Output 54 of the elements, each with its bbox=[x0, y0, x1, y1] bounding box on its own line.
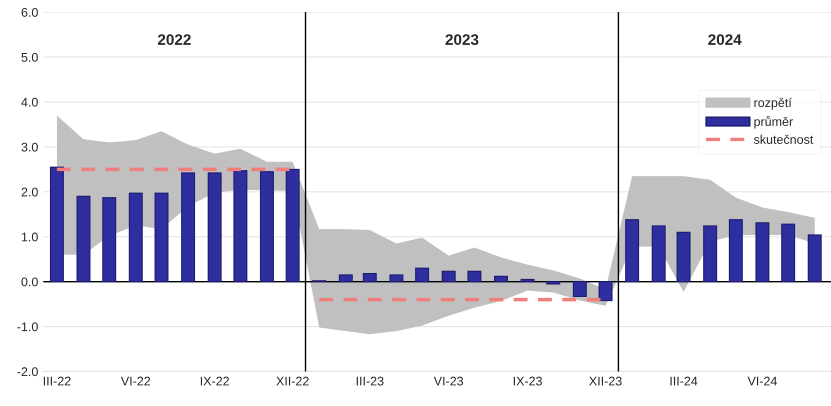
bar bbox=[781, 224, 796, 282]
x-tick-label: IX-23 bbox=[514, 376, 542, 386]
bar bbox=[128, 192, 143, 282]
bar bbox=[625, 219, 640, 282]
x-tick-label: XII-23 bbox=[589, 376, 622, 386]
bar bbox=[652, 225, 666, 282]
bar bbox=[260, 171, 274, 282]
y-tick-label: -1.0 bbox=[17, 322, 38, 332]
x-tick-label: VI-24 bbox=[748, 376, 777, 386]
bar bbox=[598, 281, 613, 302]
bar bbox=[442, 270, 456, 282]
legend-label: rozpětí bbox=[754, 98, 792, 110]
bar bbox=[233, 170, 248, 282]
y-tick-label: 2.0 bbox=[22, 188, 38, 196]
legend-label: skutečnost bbox=[754, 134, 814, 144]
x-tick-label: VI-22 bbox=[120, 376, 150, 386]
legend-label: průměr bbox=[754, 116, 793, 129]
bar bbox=[676, 232, 691, 282]
y-tick-label: 0.0 bbox=[21, 277, 38, 286]
bar bbox=[546, 281, 560, 284]
bar bbox=[389, 274, 404, 282]
x-tick-label: III-22 bbox=[44, 376, 71, 386]
y-tick-label: 1.0 bbox=[22, 232, 38, 242]
bar bbox=[520, 278, 535, 282]
bar bbox=[102, 197, 116, 282]
x-tick-label: VI-23 bbox=[434, 376, 464, 386]
annotation: 2024 bbox=[708, 34, 742, 46]
y-tick-label: 4.0 bbox=[21, 98, 38, 107]
x-tick-label: IX-22 bbox=[200, 376, 229, 386]
y-tick-label: 5.0 bbox=[21, 52, 38, 62]
x-tick-label: XII-22 bbox=[276, 376, 309, 386]
x-tick-label: III-23 bbox=[356, 376, 384, 386]
bar bbox=[808, 234, 822, 282]
bar bbox=[154, 192, 168, 282]
annotation: 2023 bbox=[446, 34, 478, 46]
y-tick-label: -2.0 bbox=[17, 367, 38, 376]
bar bbox=[338, 274, 353, 282]
bar bbox=[415, 268, 430, 282]
bar bbox=[755, 222, 770, 282]
bar bbox=[728, 219, 743, 282]
x-tick-label: III-24 bbox=[670, 376, 698, 386]
bar bbox=[286, 168, 300, 282]
bar bbox=[208, 172, 222, 282]
bar bbox=[703, 225, 718, 282]
bar bbox=[572, 281, 587, 298]
y-tick-label: 3.0 bbox=[21, 142, 38, 152]
bar bbox=[362, 273, 377, 282]
bar bbox=[494, 276, 508, 282]
bar bbox=[50, 166, 64, 282]
y-tick-label: 6.0 bbox=[22, 8, 38, 17]
bar bbox=[181, 172, 196, 282]
bar bbox=[467, 270, 482, 282]
bar bbox=[76, 196, 90, 282]
annotation: 2022 bbox=[158, 34, 191, 46]
